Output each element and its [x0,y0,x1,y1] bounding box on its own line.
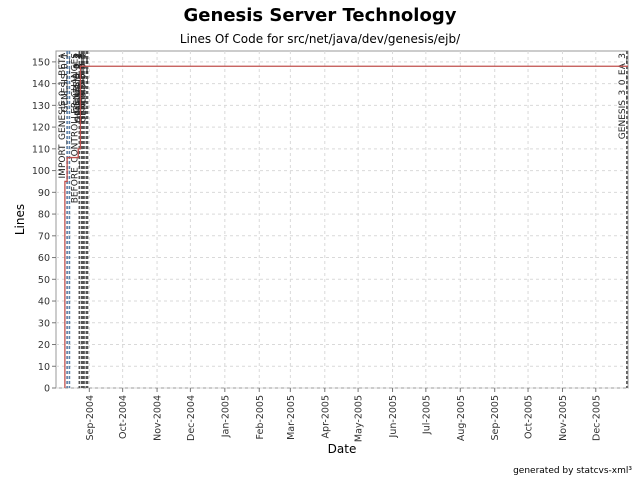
y-tick-label: 110 [32,144,50,155]
chart-subtitle: Lines Of Code for src/net/java/dev/genes… [179,32,461,46]
series-line [64,65,628,388]
x-tick-label: Dec-2005 [591,395,602,441]
x-tick-label: Jul-2005 [421,395,432,435]
y-tick-label: 80 [38,210,50,221]
y-tick-label: 150 [32,57,50,68]
tag-marker-label: GENESIS_0_3_1 [79,53,89,123]
y-tick-label: 10 [38,362,50,373]
y-tick-label: 30 [38,318,50,329]
y-tick-label: 120 [32,123,50,134]
y-tick-label: 90 [38,188,50,199]
x-tick-label: Jun-2005 [388,395,399,438]
y-tick-label: 70 [38,231,50,242]
y-tick-label: 130 [32,101,50,112]
x-tick-label: Oct-2005 [524,395,535,439]
x-tick-label: Feb-2005 [255,395,266,439]
y-tick-label: 140 [32,79,50,90]
x-tick-label: Jan-2005 [220,395,231,438]
y-tick-label: 40 [38,297,50,308]
x-tick-label: Dec-2004 [186,395,197,441]
y-tick-label: 20 [38,340,50,351]
x-tick-label: Nov-2004 [153,395,164,441]
x-tick-label: Apr-2005 [320,395,331,438]
tag-marker-label: BEFORE_CONTROLLER_CHANGES [70,53,80,204]
x-tick-label: Sep-2005 [490,395,501,441]
x-axis-title: Date [328,442,357,456]
y-tick-label: 60 [38,253,50,264]
tag-marker-label: GENESIS_3_0_EA_3 [618,53,628,139]
x-tick-label: May-2005 [354,395,365,442]
tag-marker-label: GENESIS_0_3 [77,53,87,113]
tag-marker-label: GENESIS_0_2_1 [74,53,84,123]
chart-title: Genesis Server Technology [183,5,457,26]
x-tick-label: Oct-2004 [118,395,129,439]
x-tick-label: Sep-2004 [85,395,96,441]
tag-marker-label: GENESIS_0_2 [73,53,83,113]
footer-credit: generated by statcvs-xml³ [513,466,632,476]
tag-marker-label: GENESIS_0_1 [60,53,70,113]
y-tick-label: 100 [32,166,50,177]
y-axis-title: Lines [13,204,27,235]
y-tick-label: 50 [38,275,50,286]
y-tick-label: 0 [44,384,50,395]
plot-area [55,50,629,389]
tag-marker-label: IMPORT_GENESIS_0_1_BETA [58,52,68,178]
x-tick-label: Nov-2005 [558,395,569,441]
x-tick-label: Mar-2005 [286,395,297,440]
x-tick-label: Aug-2005 [456,395,467,441]
